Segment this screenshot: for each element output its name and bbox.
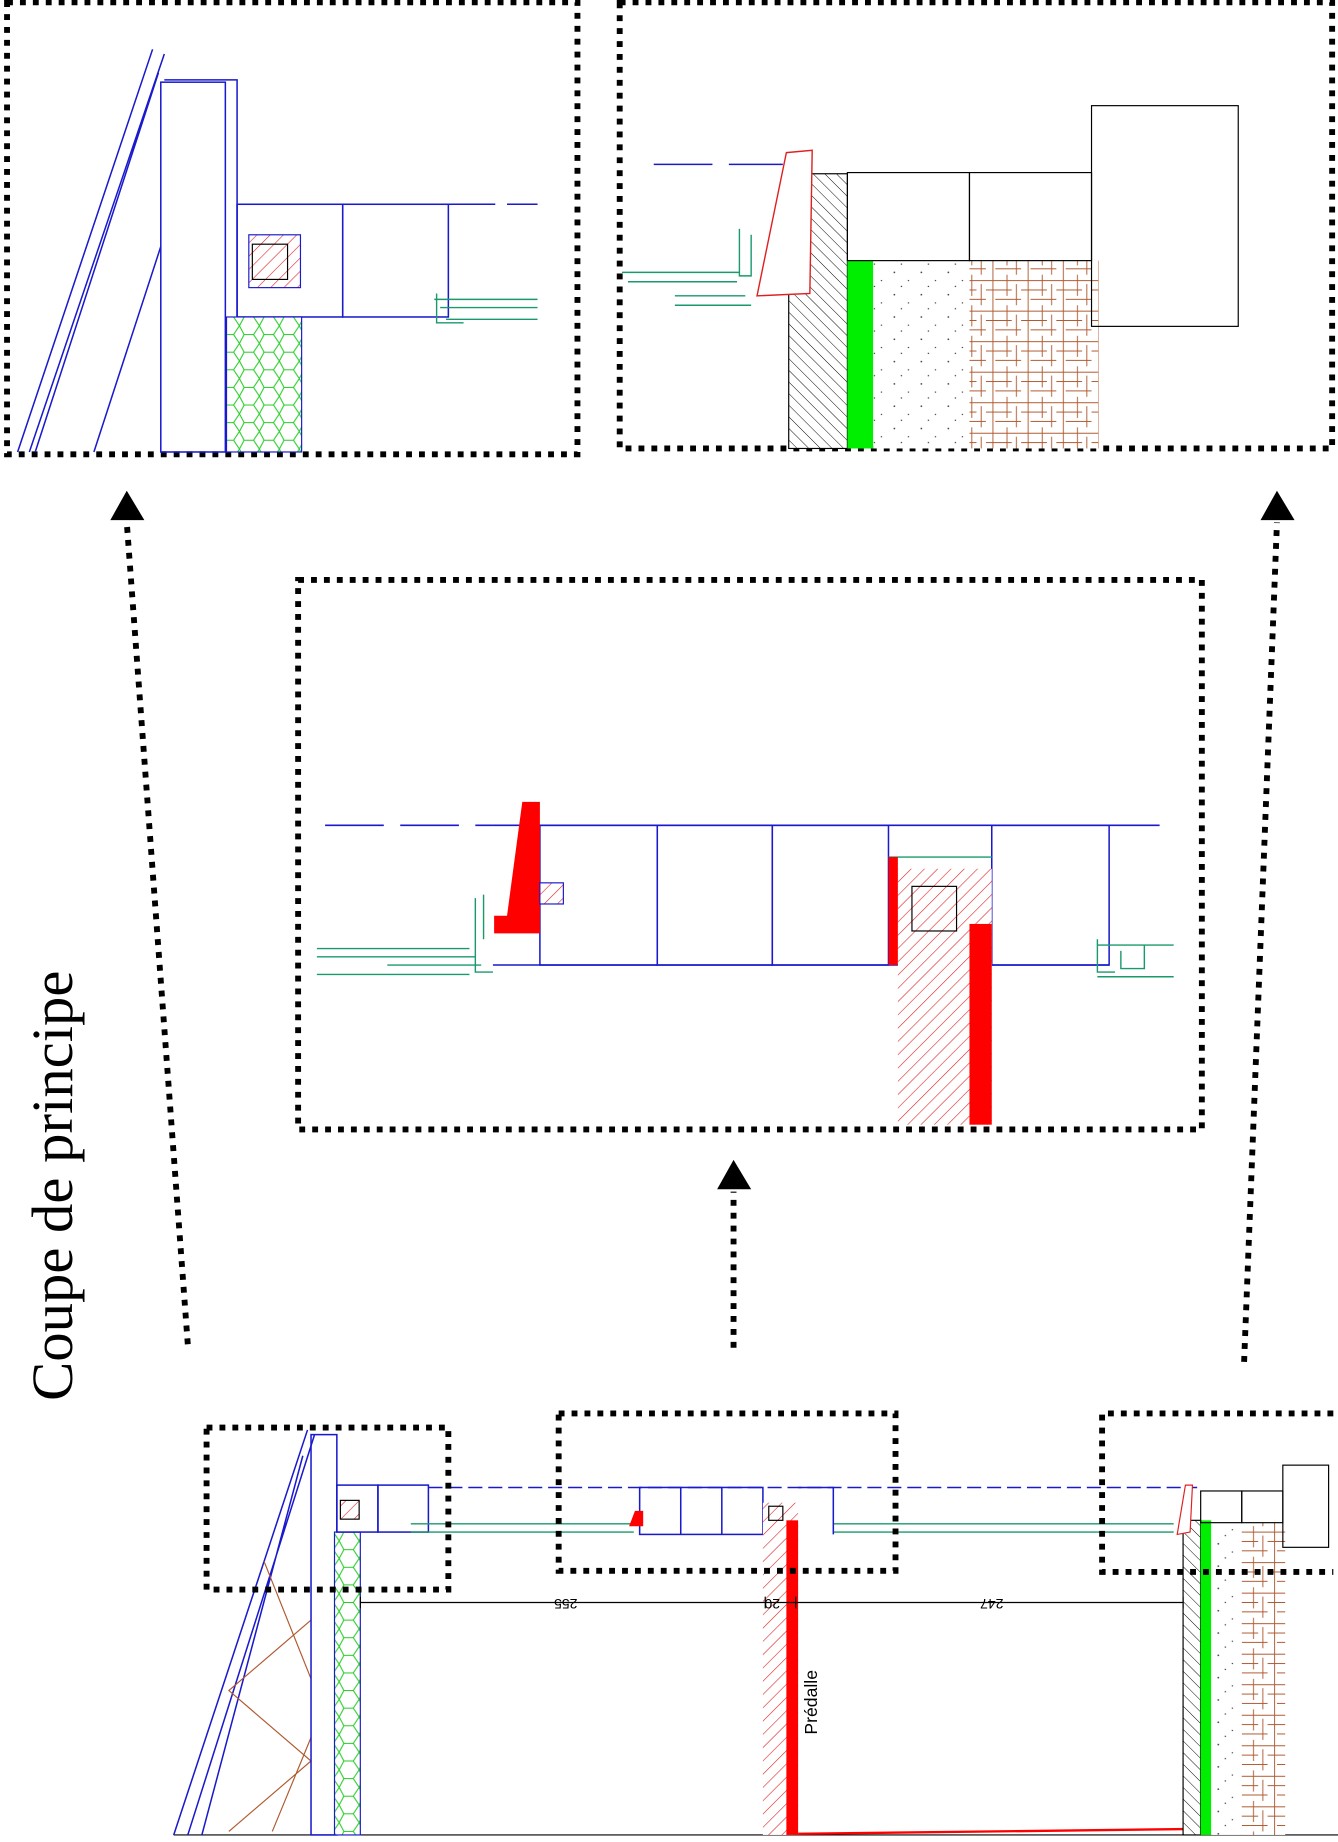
- predalle-label: Prédalle: [801, 1670, 821, 1735]
- arrows: [110, 490, 1295, 1362]
- dimension-label: 255: [554, 1596, 578, 1612]
- dimension-label: 247: [980, 1596, 1004, 1612]
- title: Coupe de principe: [20, 971, 85, 1401]
- section: [172, 1410, 1338, 1836]
- dimension-label: 20: [764, 1596, 780, 1612]
- detail-right: [616, 0, 1336, 452]
- detail-left: [4, 0, 581, 458]
- detail-middle: [295, 577, 1205, 1133]
